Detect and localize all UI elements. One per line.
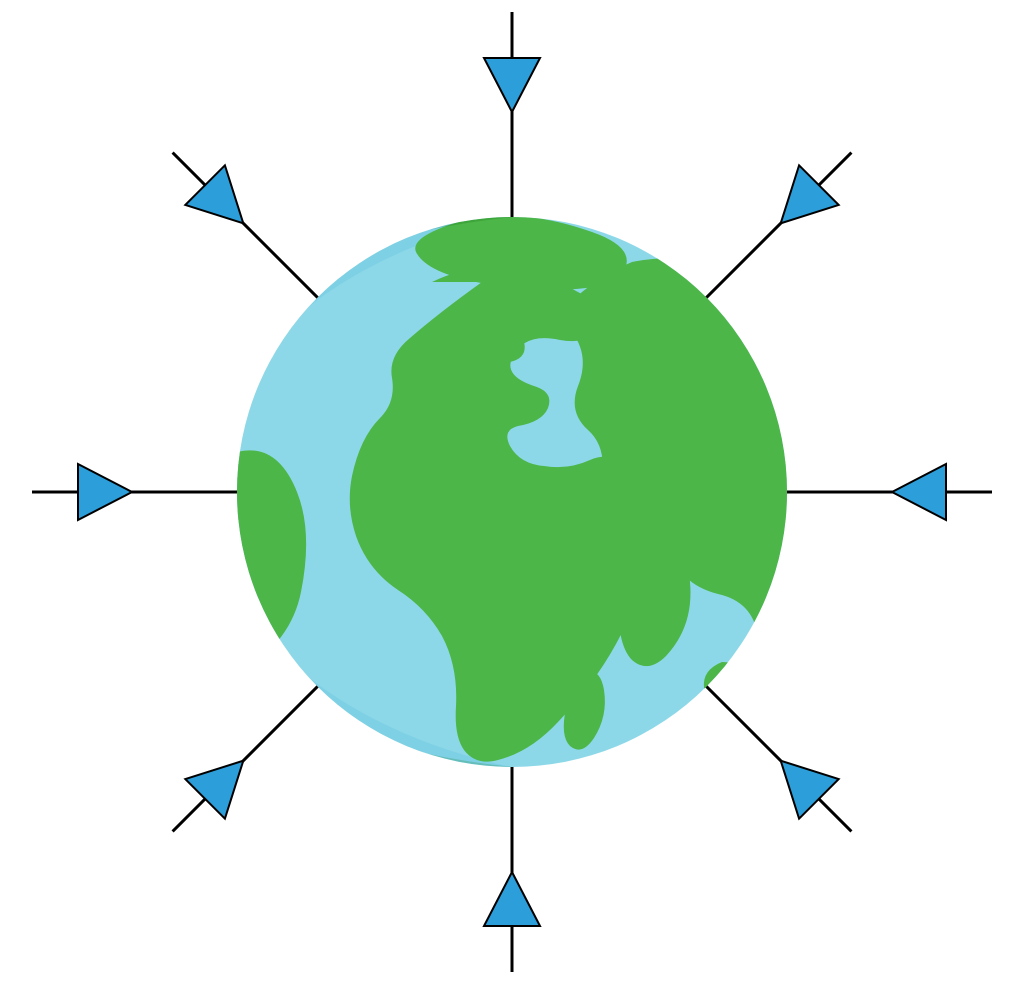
island-seasia-2 (700, 722, 728, 751)
island-seasia-1 (739, 701, 775, 737)
arrow-head-icon (78, 464, 132, 520)
inward-arrow-7 (153, 133, 341, 321)
arrow-head-icon (484, 58, 540, 112)
arrow-head-icon (892, 464, 946, 520)
continents (178, 216, 912, 784)
inward-arrow-2 (782, 464, 992, 520)
inward-arrow-4 (484, 762, 540, 972)
arrow-shaft (703, 153, 851, 301)
earth-globe (92, 216, 912, 784)
arrow-shaft (703, 683, 851, 831)
arrow-head-icon (484, 872, 540, 926)
inward-arrow-0 (484, 12, 540, 222)
arrow-shaft (173, 683, 321, 831)
gravity-globe-diagram (0, 0, 1024, 1004)
inward-arrow-1 (683, 133, 871, 321)
arrow-shaft (173, 153, 321, 301)
inward-arrow-6 (32, 464, 242, 520)
inward-arrow-3 (683, 663, 871, 851)
inward-arrow-5 (153, 663, 341, 851)
